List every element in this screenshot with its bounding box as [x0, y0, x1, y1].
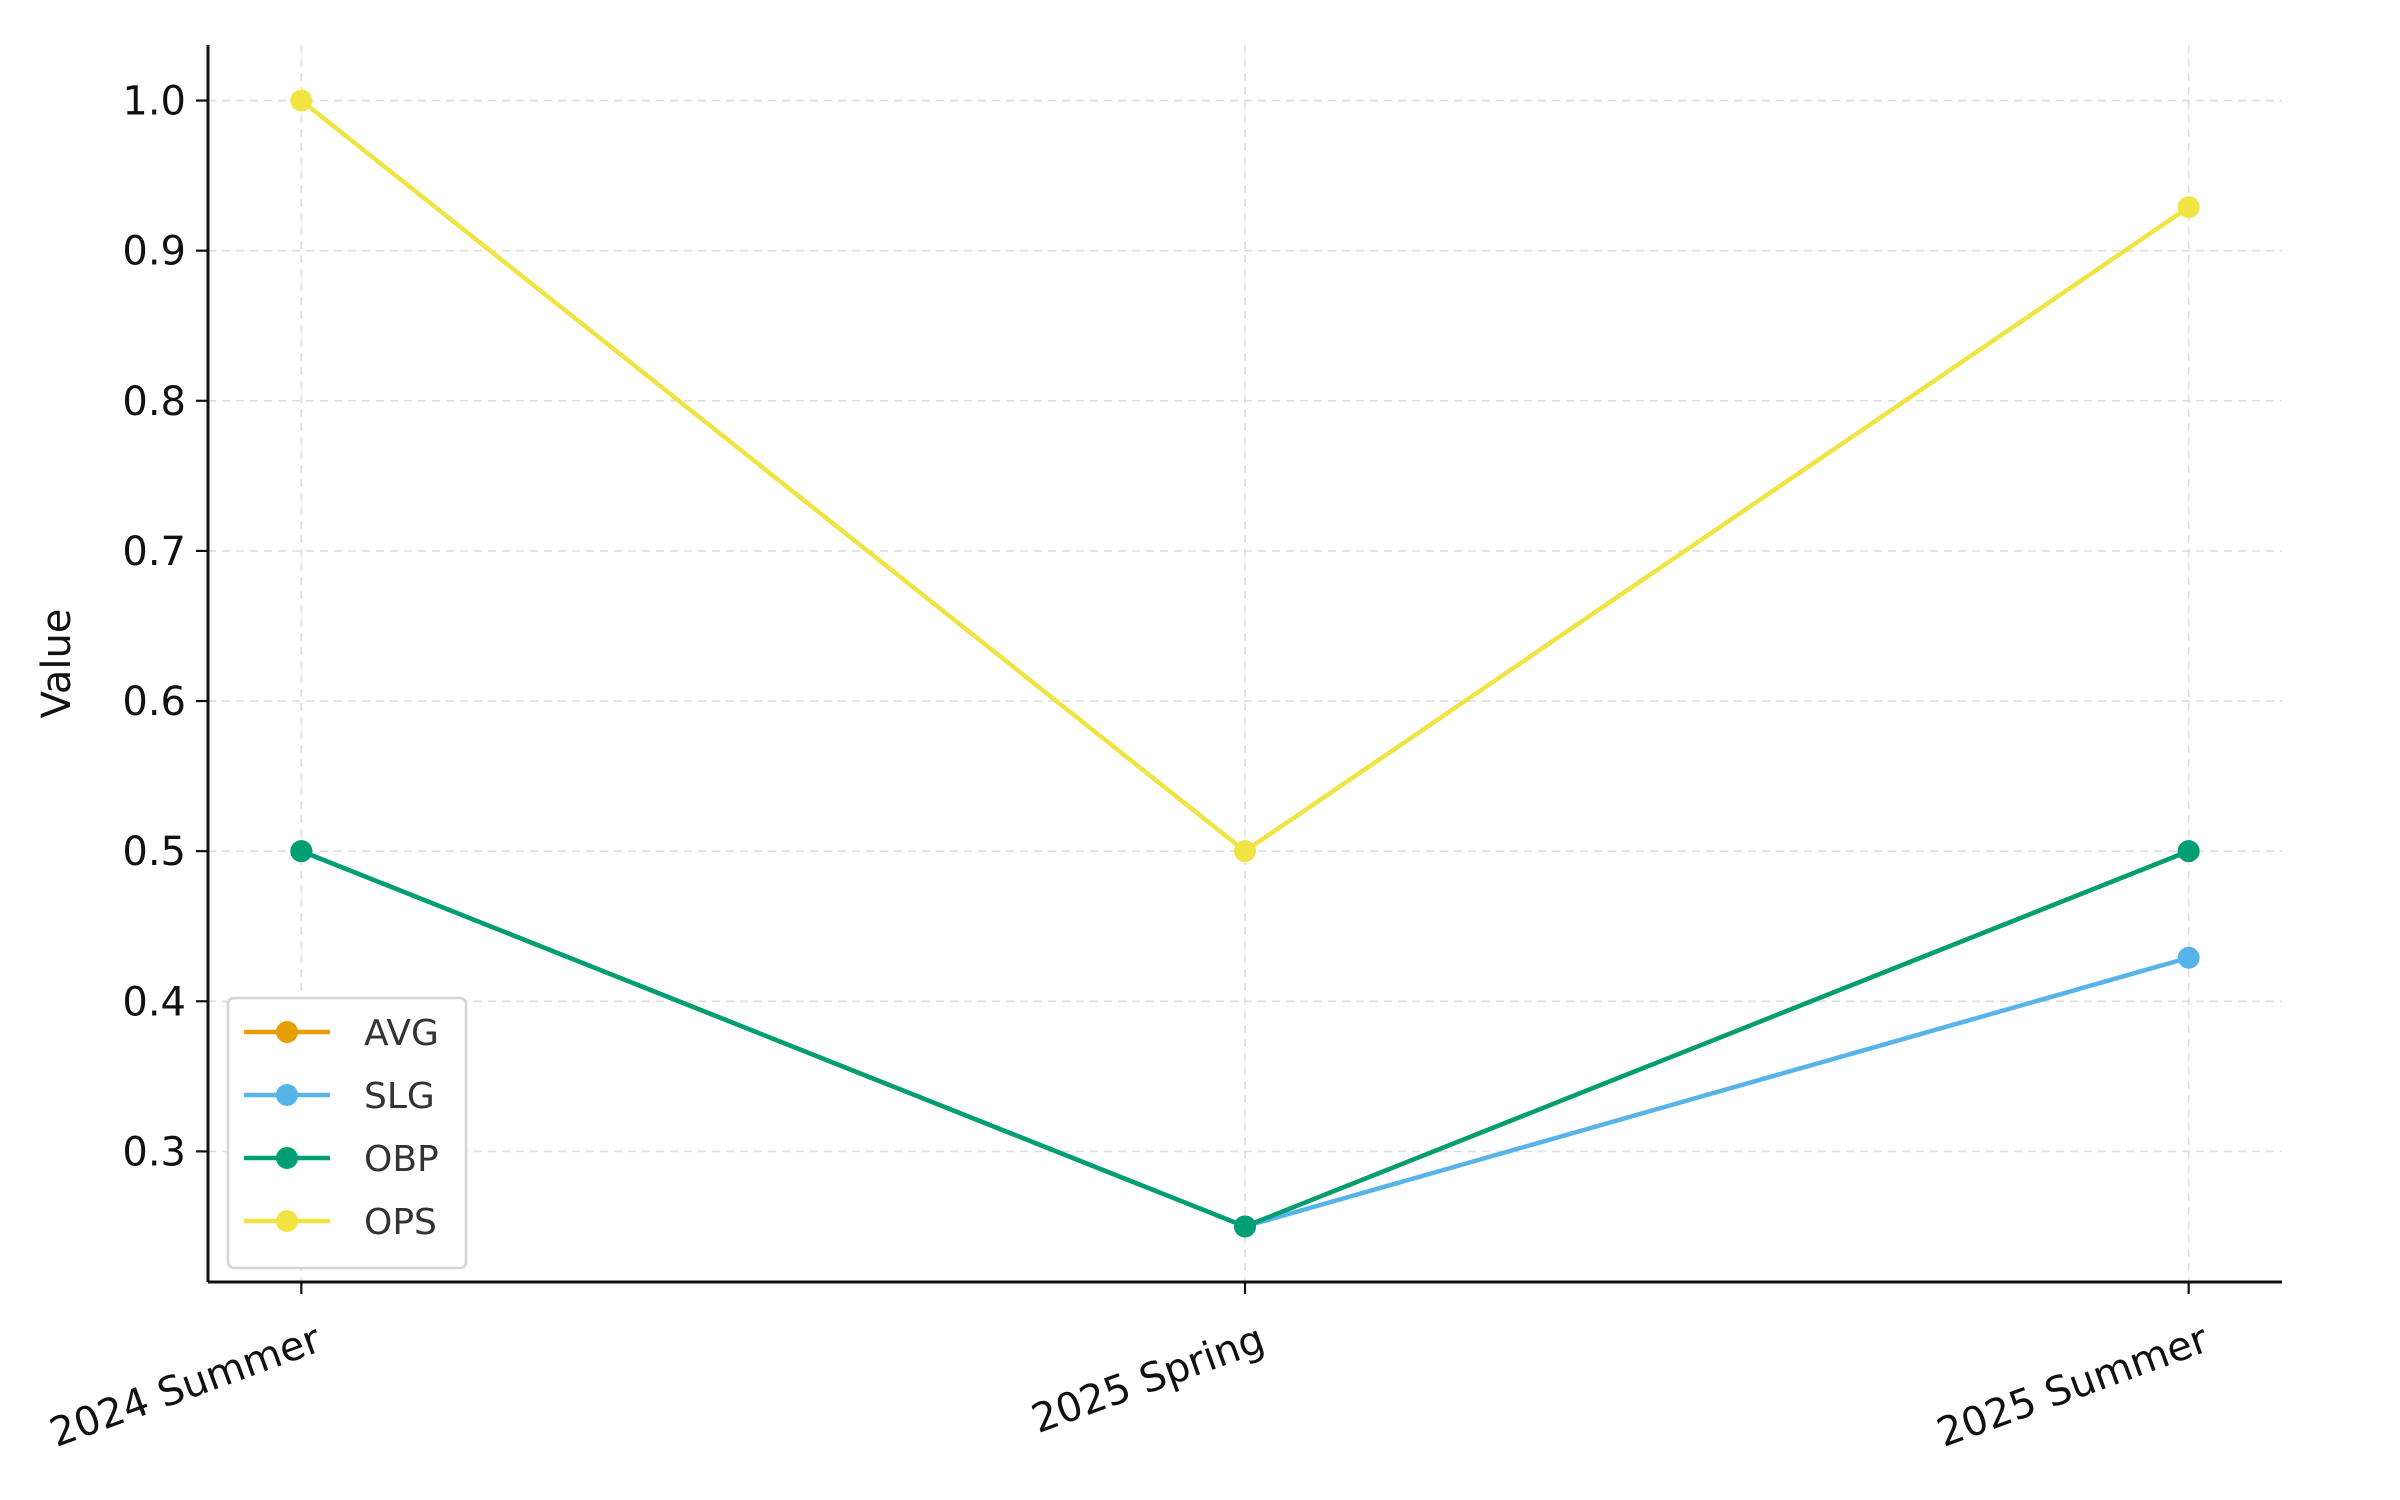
y-tick-label: 0.7 [122, 529, 186, 575]
legend-label-slg: SLG [364, 1076, 435, 1117]
y-tick-label: 0.8 [122, 379, 186, 425]
x-tick-label: 2025 Summer [1931, 1316, 2214, 1457]
y-tick-label: 0.5 [122, 829, 186, 875]
y-tick-label: 0.9 [122, 229, 186, 275]
y-tick-label: 1.0 [122, 79, 186, 125]
data-point-ops [1234, 840, 1256, 863]
series-ops [290, 89, 2200, 863]
y-axis-title: Value [34, 609, 80, 719]
x-tick-label: 2025 Spring [1026, 1316, 1271, 1443]
grid [208, 45, 2282, 1282]
data-point-ops [290, 89, 313, 112]
y-tick-label: 0.3 [122, 1129, 186, 1175]
data-point-obp [1234, 1215, 1256, 1238]
series-obp [290, 840, 2200, 1238]
legend-item-avg: AVG [244, 1013, 439, 1054]
legend-label-avg: AVG [364, 1013, 439, 1054]
legend-item-ops: OPS [244, 1202, 437, 1243]
legend-marker-slg [276, 1084, 298, 1106]
legend-item-slg: SLG [244, 1076, 435, 1117]
legend-marker-ops [276, 1210, 298, 1232]
legend-marker-obp [276, 1147, 298, 1169]
legend-item-obp: OBP [244, 1139, 439, 1180]
data-point-obp [290, 840, 313, 863]
series-layer [290, 89, 2200, 1238]
data-point-ops [2177, 196, 2200, 219]
legend: AVG SLG OBP OPS [226, 996, 468, 1270]
legend-label-obp: OBP [364, 1139, 439, 1180]
y-tick-label: 0.4 [122, 979, 186, 1025]
data-point-slg [2177, 946, 2200, 969]
y-tick-label: 0.6 [122, 679, 186, 725]
x-tick-label: 2024 Summer [44, 1316, 327, 1457]
legend-label-ops: OPS [364, 1202, 437, 1243]
data-point-obp [2177, 840, 2200, 863]
legend-frame [226, 996, 468, 1270]
legend-marker-avg [276, 1021, 298, 1043]
